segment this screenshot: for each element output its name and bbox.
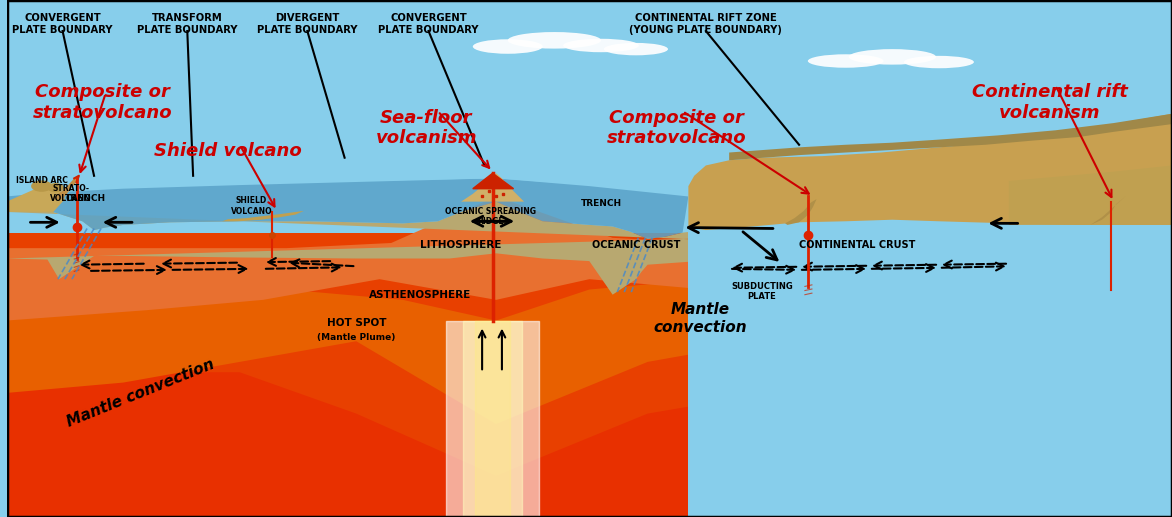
Polygon shape xyxy=(1009,165,1172,225)
Ellipse shape xyxy=(507,32,601,49)
Text: Composite or
stratovolcano: Composite or stratovolcano xyxy=(33,83,172,121)
Ellipse shape xyxy=(472,39,543,54)
Ellipse shape xyxy=(32,180,52,192)
Text: TRANSFORM
PLATE BOUNDARY: TRANSFORM PLATE BOUNDARY xyxy=(137,13,238,35)
Ellipse shape xyxy=(904,56,974,68)
Polygon shape xyxy=(688,114,1172,230)
FancyBboxPatch shape xyxy=(7,0,1172,517)
Text: HOT SPOT: HOT SPOT xyxy=(327,318,386,328)
Polygon shape xyxy=(7,178,688,239)
Polygon shape xyxy=(472,173,513,189)
Text: TRENCH: TRENCH xyxy=(66,194,107,203)
Polygon shape xyxy=(7,186,64,212)
Polygon shape xyxy=(7,233,1172,517)
Text: SHIELD
VOLCANO: SHIELD VOLCANO xyxy=(231,196,272,216)
Ellipse shape xyxy=(47,183,63,192)
Polygon shape xyxy=(7,202,1172,295)
Text: Shield volcano: Shield volcano xyxy=(155,142,302,160)
Ellipse shape xyxy=(321,414,670,517)
Text: ISLAND ARC: ISLAND ARC xyxy=(15,176,68,185)
Polygon shape xyxy=(7,0,688,196)
Ellipse shape xyxy=(563,39,639,52)
Ellipse shape xyxy=(604,43,668,55)
Text: (Mantle Plume): (Mantle Plume) xyxy=(318,333,395,342)
Text: DIVERGENT
PLATE BOUNDARY: DIVERGENT PLATE BOUNDARY xyxy=(257,13,357,35)
Polygon shape xyxy=(7,196,1172,321)
Polygon shape xyxy=(1090,196,1125,225)
Text: Mantle
convection: Mantle convection xyxy=(653,302,747,335)
Polygon shape xyxy=(7,362,1172,517)
Text: CONTINENTAL RIFT ZONE
(YOUNG PLATE BOUNDARY): CONTINENTAL RIFT ZONE (YOUNG PLATE BOUND… xyxy=(629,13,782,35)
Text: Mantle convection: Mantle convection xyxy=(64,357,217,430)
Text: TRENCH: TRENCH xyxy=(580,199,621,208)
Text: ASTHENOSPHERE: ASTHENOSPHERE xyxy=(369,290,471,299)
Text: CONTINENTAL CRUST: CONTINENTAL CRUST xyxy=(799,240,915,250)
Polygon shape xyxy=(729,114,1172,160)
Text: CONVERGENT
PLATE BOUNDARY: CONVERGENT PLATE BOUNDARY xyxy=(379,13,478,35)
Text: OCEANIC SPREADING
RIDGE: OCEANIC SPREADING RIDGE xyxy=(444,207,536,226)
Polygon shape xyxy=(7,279,1172,424)
Text: LITHOSPHERE: LITHOSPHERE xyxy=(421,240,502,250)
Text: Sea-floor
volcanism: Sea-floor volcanism xyxy=(375,109,477,147)
Ellipse shape xyxy=(808,54,884,68)
Text: Composite or
stratovolcano: Composite or stratovolcano xyxy=(607,109,747,147)
Text: OCEANIC CRUST: OCEANIC CRUST xyxy=(592,240,680,250)
Ellipse shape xyxy=(368,401,625,517)
Polygon shape xyxy=(461,173,524,202)
Bar xyxy=(688,0,1172,517)
Text: CONVERGENT
PLATE BOUNDARY: CONVERGENT PLATE BOUNDARY xyxy=(13,13,113,35)
Polygon shape xyxy=(785,199,817,225)
Text: Continental rift
volcanism: Continental rift volcanism xyxy=(972,83,1127,121)
Ellipse shape xyxy=(415,401,578,517)
Polygon shape xyxy=(53,176,79,199)
Ellipse shape xyxy=(849,49,936,65)
Polygon shape xyxy=(223,211,304,221)
Text: STRATO-
VOLCANO: STRATO- VOLCANO xyxy=(50,184,91,203)
Text: SUBDUCTING
PLATE: SUBDUCTING PLATE xyxy=(731,282,792,301)
